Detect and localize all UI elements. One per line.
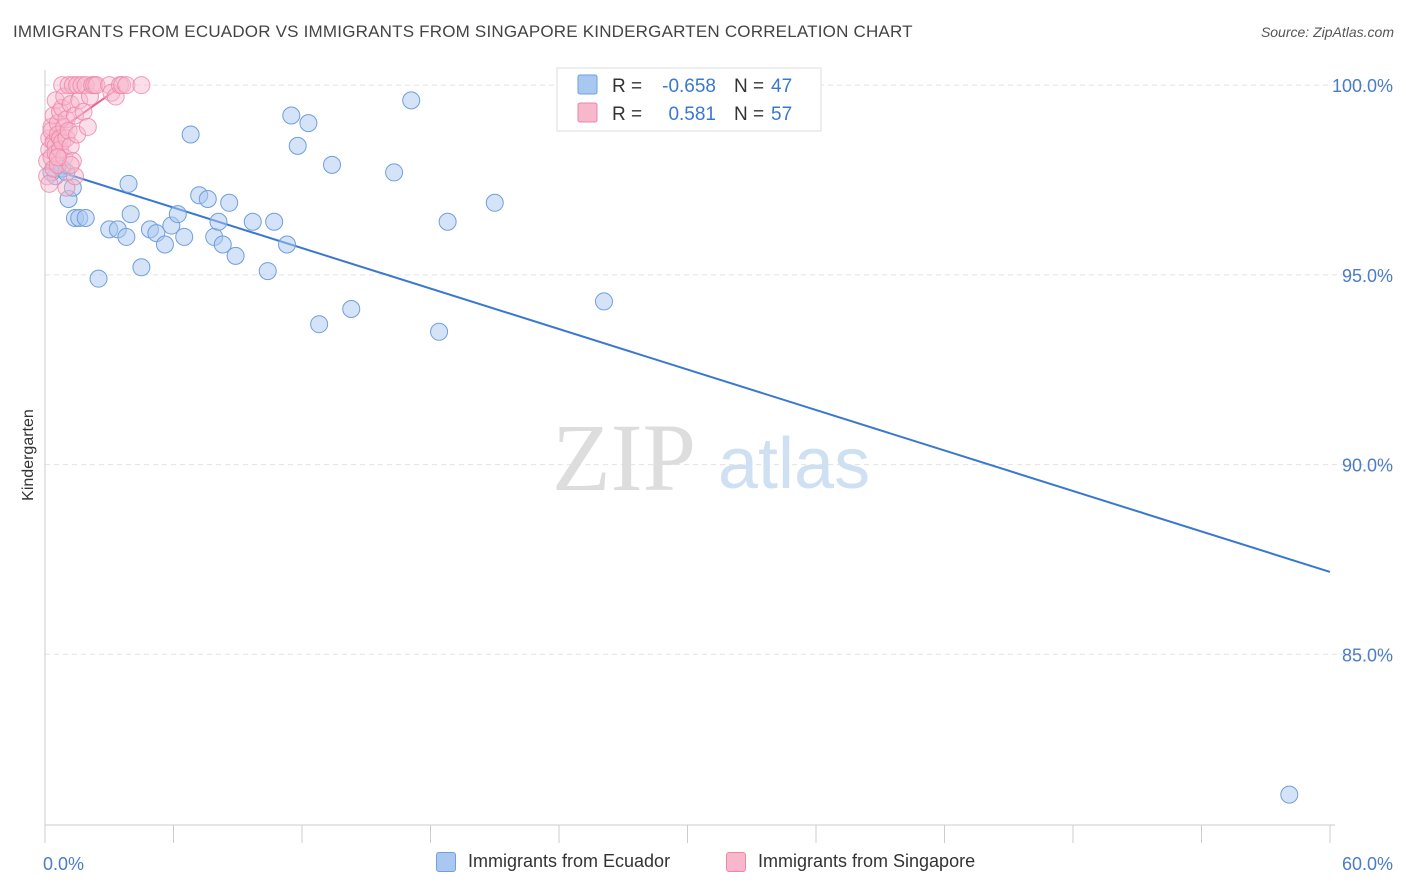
ecuador-point-19 bbox=[181, 125, 200, 144]
stats-n-value-singapore: 57 bbox=[771, 104, 792, 125]
x-tick-label-1: 60.0% bbox=[1342, 854, 1393, 874]
ecuador-point-15 bbox=[155, 235, 174, 254]
watermark-atlas: atlas bbox=[718, 424, 870, 504]
stats-n-label-singapore: N = bbox=[734, 104, 764, 125]
source-label: Source: ZipAtlas.com bbox=[1260, 24, 1394, 40]
singapore-point-50 bbox=[106, 87, 125, 106]
singapore-point-36 bbox=[65, 167, 84, 186]
stats-n-value-ecuador: 47 bbox=[771, 76, 792, 97]
axes bbox=[44, 70, 1335, 843]
gridlines bbox=[45, 84, 1390, 655]
chart-title: IMMIGRANTS FROM ECUADOR VS IMMIGRANTS FR… bbox=[13, 22, 913, 41]
stats-r-value-singapore: 0.581 bbox=[668, 104, 716, 125]
ecuador-point-26 bbox=[226, 246, 245, 265]
legend-swatch-singapore bbox=[726, 851, 746, 872]
ecuador-point-36 bbox=[342, 300, 361, 319]
singapore-point-43 bbox=[78, 117, 97, 136]
singapore-point-11 bbox=[46, 91, 65, 110]
ecuador-point-25 bbox=[220, 193, 239, 212]
ecuador-point-12 bbox=[132, 258, 151, 277]
singapore-point-47 bbox=[87, 76, 106, 95]
singapore-point-35 bbox=[65, 106, 84, 125]
ecuador-point-41 bbox=[485, 193, 504, 212]
legend-item-singapore[interactable]: Immigrants from Singapore bbox=[726, 851, 975, 872]
ecuador-point-29 bbox=[265, 212, 284, 231]
ecuador-point-18 bbox=[175, 227, 194, 246]
ecuador-point-24 bbox=[213, 235, 232, 254]
ecuador-trend-line bbox=[44, 166, 1331, 573]
stats-r-label-singapore: R = bbox=[612, 104, 642, 125]
legend-label-singapore: Immigrants from Singapore bbox=[758, 851, 976, 871]
watermark-zip: ZIP bbox=[552, 404, 696, 511]
ecuador-point-43 bbox=[1280, 785, 1299, 804]
singapore-point-41 bbox=[74, 102, 93, 121]
ecuador-point-28 bbox=[258, 262, 277, 281]
legend-label-ecuador: Immigrants from Ecuador bbox=[468, 851, 671, 871]
ecuador-point-2 bbox=[63, 178, 82, 197]
legend-item-ecuador[interactable]: Immigrants from Ecuador bbox=[436, 851, 670, 872]
ecuador-point-31 bbox=[282, 106, 301, 125]
singapore-point-56 bbox=[48, 148, 67, 167]
stats-swatch-ecuador bbox=[577, 74, 598, 95]
stats-n-label-ecuador: N = bbox=[734, 76, 764, 97]
ecuador-point-38 bbox=[402, 91, 421, 110]
singapore-point-52 bbox=[113, 76, 132, 95]
ecuador-point-6 bbox=[89, 269, 108, 288]
series-ecuador-points bbox=[42, 91, 1299, 804]
singapore-point-4 bbox=[40, 174, 59, 193]
ecuador-point-39 bbox=[430, 322, 449, 341]
watermark: ZIP atlas bbox=[552, 404, 870, 511]
series-singapore-points bbox=[38, 76, 151, 197]
stats-legend: R = -0.658 N = 47 R = 0.581 N = 57 bbox=[556, 67, 822, 132]
ecuador-point-11 bbox=[121, 205, 140, 224]
singapore-point-39 bbox=[70, 91, 89, 110]
ecuador-point-40 bbox=[438, 212, 457, 231]
stats-swatch-singapore bbox=[577, 102, 598, 123]
y-tick-label-3: 85.0% bbox=[1342, 645, 1393, 665]
stats-r-value-ecuador: -0.658 bbox=[662, 76, 716, 97]
singapore-point-38 bbox=[68, 125, 87, 144]
x-tick-label-0: 0.0% bbox=[43, 854, 84, 874]
ecuador-point-42 bbox=[594, 292, 613, 311]
tick-labels: 100.0% 95.0% 90.0% 85.0% 0.0% 60.0% bbox=[43, 76, 1393, 874]
singapore-point-53 bbox=[117, 76, 136, 95]
singapore-point-32 bbox=[61, 136, 80, 155]
ecuador-point-27 bbox=[243, 212, 262, 231]
series-legend: Immigrants from Ecuador Immigrants from … bbox=[0, 851, 1406, 879]
singapore-point-20 bbox=[53, 76, 72, 95]
singapore-point-26 bbox=[57, 110, 76, 129]
y-tick-label-0: 100.0% bbox=[1332, 76, 1393, 96]
ecuador-point-33 bbox=[299, 114, 318, 133]
ecuador-point-30 bbox=[278, 235, 297, 254]
ecuador-point-37 bbox=[385, 163, 404, 182]
ecuador-point-5 bbox=[76, 208, 95, 227]
legend-swatch-ecuador bbox=[436, 851, 456, 872]
singapore-point-44 bbox=[80, 87, 99, 106]
ecuador-point-17 bbox=[168, 205, 187, 224]
ecuador-point-10 bbox=[119, 174, 138, 193]
y-tick-label-2: 90.0% bbox=[1342, 456, 1393, 476]
ecuador-point-23 bbox=[209, 212, 228, 231]
y-tick-label-1: 95.0% bbox=[1342, 266, 1393, 286]
singapore-point-16 bbox=[48, 155, 67, 174]
singapore-point-30 bbox=[59, 121, 78, 140]
singapore-point-25 bbox=[55, 148, 74, 167]
stats-r-label-ecuador: R = bbox=[612, 76, 642, 97]
ecuador-point-32 bbox=[288, 136, 307, 155]
singapore-point-54 bbox=[132, 76, 151, 95]
ecuador-point-35 bbox=[322, 155, 341, 174]
singapore-point-0 bbox=[38, 167, 57, 186]
ecuador-point-9 bbox=[117, 227, 136, 246]
ecuador-point-21 bbox=[198, 189, 217, 208]
ecuador-point-34 bbox=[310, 315, 329, 334]
stats-legend-frame bbox=[556, 67, 822, 132]
